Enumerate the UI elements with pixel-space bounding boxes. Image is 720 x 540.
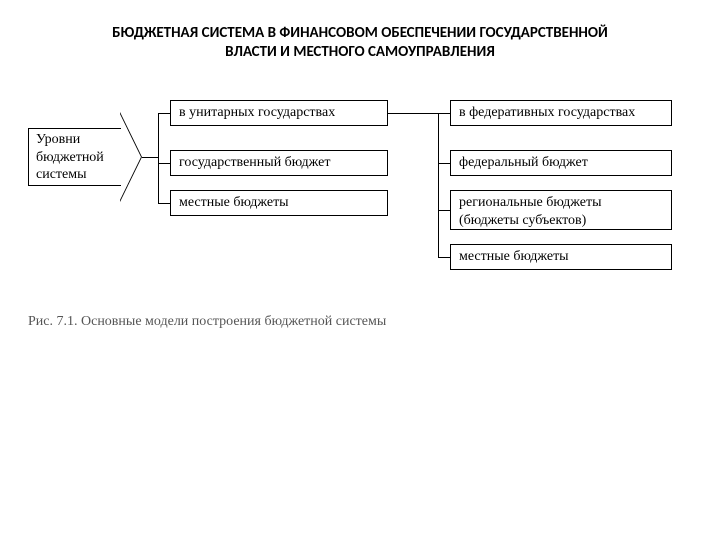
root-label-line1: Уровни	[36, 132, 80, 147]
left-row1-text: государственный бюджет	[179, 154, 331, 172]
conn-left-spine	[158, 113, 159, 203]
conn-right-h0	[438, 113, 450, 114]
right-header: в федеративных государствах	[450, 100, 672, 126]
conn-right-h2	[438, 210, 450, 211]
right-row2-line1: региональные бюджеты	[459, 195, 601, 210]
left-row2: местные бюджеты	[170, 190, 388, 216]
figure-caption: Рис. 7.1. Основные модели построения бюд…	[28, 314, 386, 330]
left-header-text: в унитарных государствах	[179, 104, 335, 122]
right-row3: местные бюджеты	[450, 244, 672, 270]
conn-left-h0	[158, 113, 170, 114]
title-line-1: БЮДЖЕТНАЯ СИСТЕМА В ФИНАНСОВОМ ОБЕСПЕЧЕН…	[112, 24, 608, 42]
conn-left-h2	[158, 203, 170, 204]
right-row1: федеральный бюджет	[450, 150, 672, 176]
right-row2: региональные бюджеты (бюджеты субъектов)	[450, 190, 672, 230]
right-header-text: в федеративных государствах	[459, 104, 635, 122]
conn-right-h1	[438, 163, 450, 164]
right-row1-text: федеральный бюджет	[459, 154, 588, 172]
conn-right-spine	[438, 113, 439, 257]
title-line-2: ВЛАСТИ И МЕСТНОГО САМОУПРАВЛЕНИЯ	[225, 43, 495, 61]
left-row1: государственный бюджет	[170, 150, 388, 176]
conn-mid-h	[388, 113, 438, 114]
left-header: в унитарных государствах	[170, 100, 388, 126]
conn-right-h3	[438, 257, 450, 258]
right-row2-line2: (бюджеты субъектов)	[459, 213, 586, 228]
left-row2-text: местные бюджеты	[179, 194, 289, 212]
caption-text: Рис. 7.1. Основные модели построения бюд…	[28, 314, 386, 329]
page-title: БЮДЖЕТНАЯ СИСТЕМА В ФИНАНСОВОМ ОБЕСПЕЧЕН…	[50, 24, 670, 62]
root-label-line2: бюджетной	[36, 150, 104, 165]
root-label: Уровни бюджетной системы	[36, 131, 126, 184]
root-label-line3: системы	[36, 167, 87, 182]
conn-left-h1	[158, 163, 170, 164]
right-row3-text: местные бюджеты	[459, 248, 569, 266]
conn-root-h	[142, 157, 158, 158]
